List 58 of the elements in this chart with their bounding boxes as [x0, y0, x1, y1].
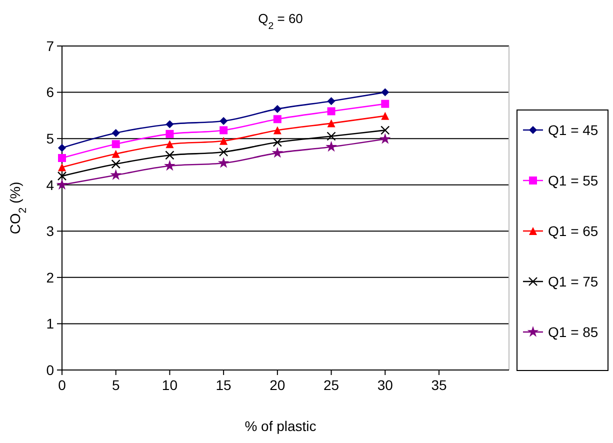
- legend-label: Q1 = 55: [548, 172, 598, 188]
- y-tick-label: 0: [46, 362, 54, 378]
- point: [327, 97, 336, 106]
- point: [220, 126, 228, 134]
- point: [56, 178, 68, 190]
- point: [327, 119, 336, 128]
- point: [326, 132, 336, 141]
- y-tick-label: 2: [46, 269, 54, 286]
- point: [58, 154, 66, 162]
- point: [218, 147, 228, 157]
- point: [166, 120, 174, 128]
- point: [272, 138, 282, 147]
- x-tick-label: 15: [216, 377, 232, 393]
- point: [272, 146, 284, 158]
- x-tick-label: 20: [270, 377, 286, 393]
- legend-label: Q1 = 65: [548, 222, 598, 239]
- x-tick-label: 25: [323, 377, 340, 393]
- y-tick-label: 3: [46, 223, 54, 240]
- point: [112, 129, 120, 138]
- point: [112, 140, 120, 148]
- y-tick-label: 6: [46, 84, 54, 100]
- point: [218, 157, 230, 168]
- x-tick-label: 5: [112, 377, 120, 393]
- point: [166, 140, 174, 148]
- point: [58, 144, 66, 152]
- point: [220, 136, 228, 145]
- legend-label: Q1 = 85: [548, 324, 598, 340]
- point: [380, 126, 390, 135]
- point: [57, 171, 67, 181]
- point: [164, 160, 176, 171]
- point: [110, 169, 122, 180]
- y-tick-label: 1: [46, 316, 54, 332]
- chart-title: Q$_{2}$ = 60: [258, 11, 303, 32]
- point: [273, 115, 282, 124]
- point: [381, 112, 390, 120]
- point: [326, 140, 337, 152]
- point: [379, 133, 391, 144]
- legend-label: Q1 = 45: [548, 122, 598, 138]
- point: [58, 163, 66, 172]
- x-tick-label: 0: [58, 377, 66, 393]
- point: [165, 150, 174, 160]
- point: [381, 100, 390, 108]
- y-tick-label: 5: [46, 130, 54, 146]
- x-axis-title: % of plastic: [244, 418, 316, 434]
- y-tick-label: 4: [46, 176, 54, 193]
- y-tick-label: 7: [46, 38, 54, 54]
- point: [327, 107, 336, 116]
- point: [111, 159, 120, 169]
- point: [112, 150, 120, 158]
- point: [220, 116, 228, 125]
- point: [273, 104, 282, 113]
- point: [166, 130, 174, 138]
- point: [273, 126, 282, 134]
- x-tick-label: 30: [377, 377, 394, 393]
- x-tick-label: 35: [431, 377, 447, 393]
- legend-label: Q1 = 75: [548, 273, 598, 290]
- x-tick-label: 10: [162, 377, 178, 393]
- point: [381, 88, 390, 96]
